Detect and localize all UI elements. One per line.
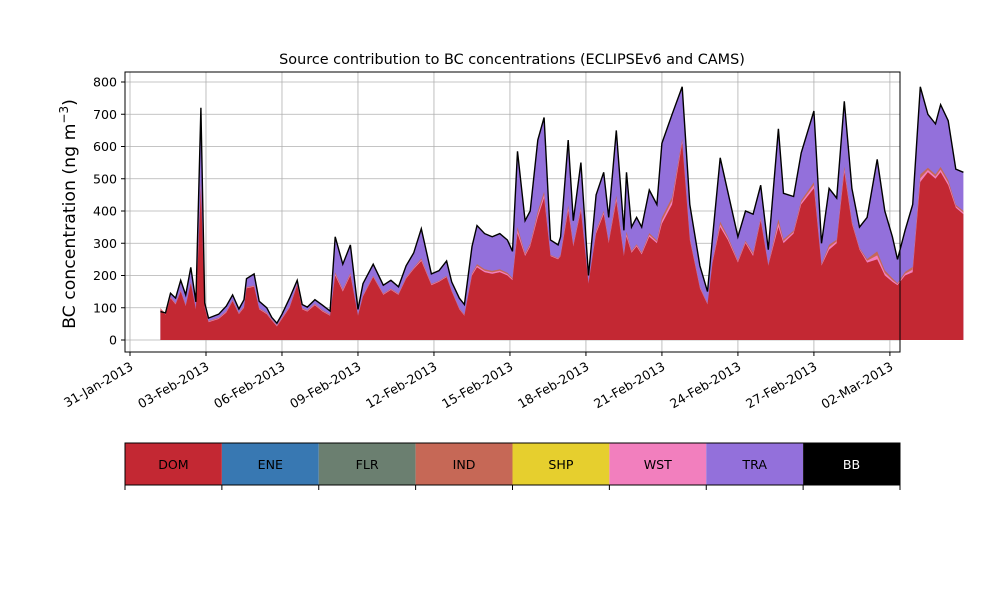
legend-swatch-flr — [318, 443, 416, 485]
y-tick-label: 800 — [93, 75, 117, 90]
chart-title: Source contribution to BC concentrations… — [279, 52, 745, 68]
x-tick-label: 12-Feb-2013 — [363, 359, 439, 412]
x-tick-label: 31-Jan-2013 — [61, 359, 135, 411]
legend-swatch-dom — [125, 443, 222, 485]
x-tick-label: 27-Feb-2013 — [743, 359, 819, 412]
y-tick-label: 0 — [109, 333, 117, 348]
x-tick-label: 09-Feb-2013 — [287, 359, 363, 412]
x-tick-label: 06-Feb-2013 — [211, 359, 287, 412]
y-tick-label: 300 — [93, 236, 117, 251]
legend-label-bb: BB — [843, 457, 860, 472]
y-axis-label: BC concentration (ng m−3) — [57, 99, 80, 329]
x-tick-label: 21-Feb-2013 — [591, 359, 667, 412]
svg-text:BC concentration (ng m−3): BC concentration (ng m−3) — [57, 99, 80, 329]
legend-label-tra: TRA — [741, 457, 767, 472]
legend-label-dom: DOM — [158, 457, 188, 472]
legend-label-ene: ENE — [258, 457, 283, 472]
y-tick-label: 700 — [93, 107, 117, 122]
legend-label-flr: FLR — [356, 457, 379, 472]
color-legend: DOM ENE FLR IND SHP WST TRA BB — [124, 442, 901, 490]
series-area-dom — [160, 143, 964, 340]
x-tick-label: 02-Mar-2013 — [819, 359, 896, 412]
x-tick-label: 15-Feb-2013 — [439, 359, 515, 412]
legend-swatch-ene — [221, 443, 319, 485]
legend-label-ind: IND — [453, 457, 476, 472]
legend-swatch-ind — [415, 443, 513, 485]
legend-swatch-shp — [512, 443, 610, 485]
legend-swatch-tra — [706, 443, 804, 485]
y-axis-label-superscript: −3 — [57, 106, 71, 124]
legend-label-wst: WST — [644, 457, 672, 472]
axes-frame — [124, 71, 901, 353]
x-tick-label: 18-Feb-2013 — [515, 359, 591, 412]
y-axis-label-text: BC concentration (ng m — [60, 124, 80, 329]
legend-label-shp: SHP — [548, 457, 573, 472]
x-tick-label: 03-Feb-2013 — [135, 359, 211, 412]
legend-swatch-bb — [803, 443, 900, 485]
legend-swatch-wst — [609, 443, 707, 485]
y-tick-label: 400 — [93, 204, 117, 219]
y-tick-label: 500 — [93, 171, 117, 186]
x-tick-label: 24-Feb-2013 — [667, 359, 743, 412]
series-line-bb — [160, 86, 964, 325]
y-tick-label: 600 — [93, 139, 117, 154]
plot-area: 0 100 200 300 400 500 600 700 800 31-Jan-2013 03-F… — [61, 71, 964, 412]
y-tick-label: 200 — [93, 268, 117, 283]
y-tick-label: 100 — [93, 300, 117, 315]
y-axis-label-close: ) — [60, 99, 80, 106]
